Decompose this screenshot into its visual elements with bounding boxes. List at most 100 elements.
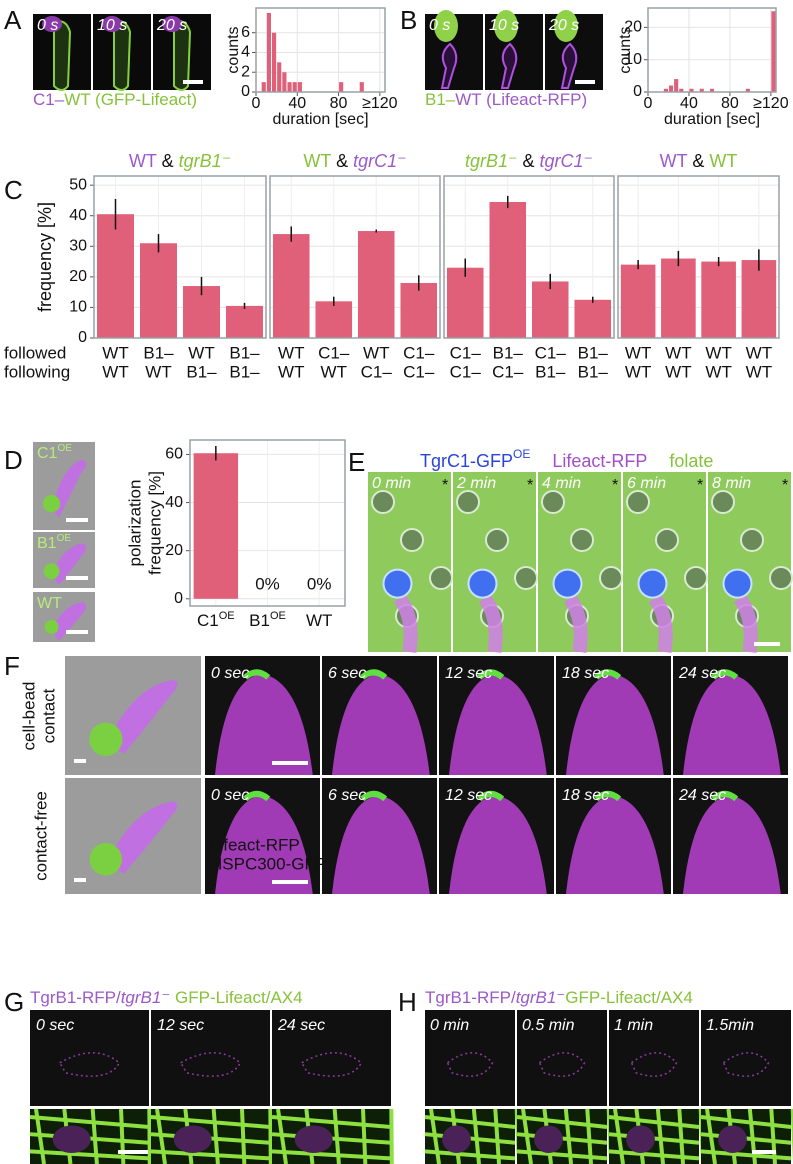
histogram-bar bbox=[771, 11, 776, 93]
bar bbox=[400, 282, 438, 338]
bar bbox=[701, 261, 736, 338]
value-label: 0% bbox=[307, 574, 332, 593]
cell bbox=[566, 673, 664, 775]
micrograph bbox=[425, 10, 483, 90]
micrograph bbox=[517, 1010, 607, 1106]
facet-title: WT & tgrB1⁻ bbox=[129, 151, 231, 171]
category-label-followed: C1– bbox=[403, 343, 435, 362]
legend-part: folate bbox=[669, 451, 713, 471]
image-bg bbox=[609, 1010, 699, 1106]
micrograph bbox=[205, 656, 320, 775]
y-tick-label: 6 bbox=[241, 24, 250, 41]
category-label-followed: WT bbox=[746, 343, 772, 362]
row-label: following bbox=[4, 362, 70, 381]
y-tick-label: 0 bbox=[633, 83, 642, 100]
cell bbox=[332, 795, 430, 894]
facet-title-part: tgrC1⁻ bbox=[353, 151, 407, 171]
micrograph bbox=[151, 1010, 270, 1106]
micrograph bbox=[485, 10, 543, 90]
x-tick-label: 40 bbox=[288, 95, 306, 112]
x-tick-label-text: B1 bbox=[249, 611, 270, 630]
histogram-bar bbox=[668, 85, 674, 92]
frame-label: 18 sec bbox=[562, 787, 609, 804]
plot-frame bbox=[255, 7, 386, 93]
micrograph bbox=[205, 778, 320, 894]
cell-tip bbox=[434, 10, 458, 42]
x-tick-label: 40 bbox=[680, 95, 698, 112]
facet-title: WT & WT bbox=[660, 151, 738, 171]
plot-frame bbox=[647, 7, 777, 93]
micrograph bbox=[623, 472, 708, 654]
frame-marker: * bbox=[527, 477, 533, 494]
legend-part: Lifeact-RFP bbox=[552, 451, 647, 471]
y-tick-label: 50 bbox=[69, 176, 87, 193]
histogram-bar bbox=[699, 88, 704, 92]
category-label-followed: WT bbox=[102, 343, 128, 362]
micrograph bbox=[545, 10, 603, 90]
cell-edge bbox=[711, 669, 739, 680]
panel-caption-part: B1– bbox=[425, 90, 456, 109]
cell-tip bbox=[162, 16, 182, 32]
legend: TgrC1-GFPOE Lifeact-RFP folate bbox=[420, 447, 713, 471]
micrograph bbox=[608, 1108, 705, 1164]
panel-title-part: tgrB1⁻ bbox=[121, 988, 171, 1007]
scale-bar bbox=[272, 880, 308, 884]
histogram-bar bbox=[663, 88, 668, 92]
image-label-text: C1 bbox=[37, 445, 58, 462]
facet-title-part: WT bbox=[660, 151, 688, 171]
frame-label: 0.5 min bbox=[522, 1017, 575, 1034]
bar bbox=[531, 281, 569, 338]
cell bbox=[740, 528, 764, 552]
frame-label: 4 min bbox=[542, 475, 581, 492]
category-label-followed: C1– bbox=[535, 343, 567, 362]
bead bbox=[89, 722, 123, 756]
y-axis-label: frequency [%] bbox=[145, 471, 164, 575]
facet-title-part: & bbox=[157, 151, 179, 171]
image-label-text: B1 bbox=[37, 535, 57, 552]
x-tick-label: 80 bbox=[721, 95, 739, 112]
image-label: B1OE bbox=[37, 533, 71, 552]
y-tick-label: 40 bbox=[69, 207, 87, 224]
panel-title-part: TgrB1-RFP/ bbox=[30, 988, 121, 1007]
y-tick-label: 2 bbox=[241, 63, 250, 80]
overlay-label: HSPC300-GFP bbox=[210, 854, 326, 873]
cell bbox=[51, 602, 87, 641]
cell-edge bbox=[711, 790, 739, 802]
cell bbox=[449, 795, 547, 894]
cell bbox=[769, 566, 793, 590]
panel-letter: E bbox=[348, 447, 365, 477]
scale-bar bbox=[754, 642, 780, 646]
micrograph bbox=[322, 656, 437, 775]
histogram-bar bbox=[266, 12, 271, 92]
micrograph bbox=[322, 778, 437, 894]
category-label-following: WT bbox=[102, 362, 128, 381]
cell bbox=[566, 795, 664, 894]
cell bbox=[51, 543, 87, 586]
cell bbox=[215, 673, 313, 775]
y-tick-label: 10 bbox=[624, 51, 642, 68]
histogram-bar bbox=[679, 88, 684, 92]
image-bg bbox=[517, 1010, 607, 1106]
scale-bar bbox=[575, 80, 595, 84]
cell-oe bbox=[637, 568, 668, 599]
image-bg bbox=[272, 1010, 391, 1106]
cell bbox=[500, 42, 518, 89]
row-label: followed bbox=[4, 343, 66, 362]
cell-trail bbox=[563, 593, 588, 654]
frame-label: 2 min bbox=[456, 475, 496, 492]
micrograph bbox=[150, 1108, 273, 1164]
bead bbox=[42, 494, 61, 513]
category-label-followed: WT bbox=[705, 343, 731, 362]
scale-bar bbox=[74, 878, 86, 882]
facet-title: tgrB1⁻ & tgrC1⁻ bbox=[465, 151, 593, 171]
facet-title-part: WT bbox=[709, 151, 737, 171]
category-label-following: C1– bbox=[492, 362, 524, 381]
cell-oe bbox=[722, 568, 753, 599]
bar bbox=[226, 305, 263, 338]
cell-edge bbox=[477, 669, 505, 680]
labelled-cell bbox=[52, 1125, 91, 1153]
image-bg bbox=[151, 1010, 270, 1106]
frame-label: 8 min bbox=[712, 475, 751, 492]
y-tick-label: 0 bbox=[174, 590, 183, 607]
